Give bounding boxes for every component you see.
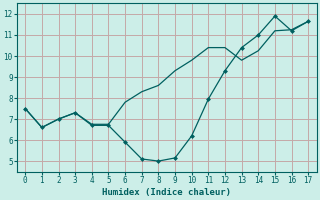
X-axis label: Humidex (Indice chaleur): Humidex (Indice chaleur) <box>102 188 231 197</box>
